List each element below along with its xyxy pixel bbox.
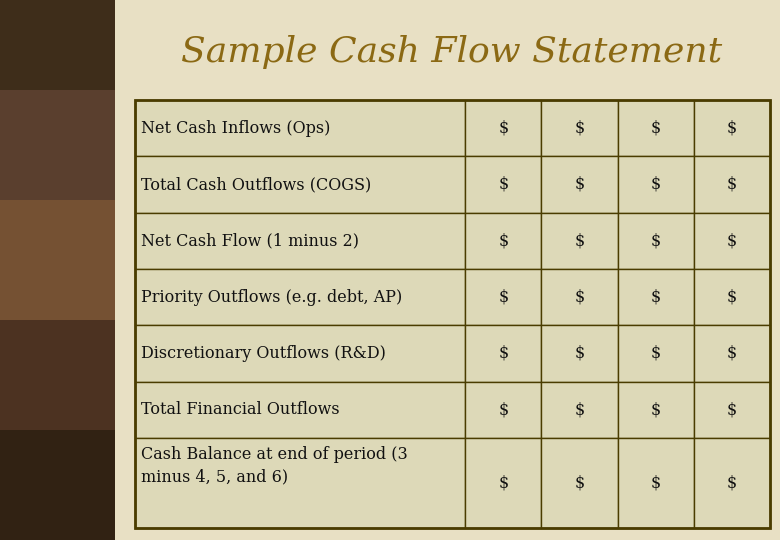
Bar — [0, 430, 115, 540]
Text: $: $ — [727, 176, 737, 193]
Bar — [693, 156, 770, 213]
Text: $: $ — [574, 176, 585, 193]
Text: $: $ — [498, 345, 509, 362]
Bar — [135, 213, 465, 269]
Text: $: $ — [574, 232, 585, 249]
Bar — [618, 269, 693, 325]
Bar — [618, 213, 693, 269]
Text: $: $ — [651, 401, 661, 418]
Text: $: $ — [498, 176, 509, 193]
Bar — [0, 0, 115, 540]
Text: $: $ — [498, 288, 509, 306]
Bar — [0, 200, 115, 320]
Text: $: $ — [651, 475, 661, 491]
Bar — [693, 382, 770, 438]
Bar — [135, 100, 465, 156]
Text: $: $ — [498, 232, 509, 249]
Bar — [618, 156, 693, 213]
Bar — [0, 320, 115, 430]
Bar — [693, 438, 770, 528]
Bar — [135, 325, 465, 382]
Bar — [135, 269, 465, 325]
Text: $: $ — [498, 475, 509, 491]
Bar — [135, 438, 465, 528]
Text: $: $ — [498, 120, 509, 137]
Bar — [541, 325, 618, 382]
Text: $: $ — [498, 401, 509, 418]
Text: Total Cash Outflows (COGS): Total Cash Outflows (COGS) — [141, 176, 371, 193]
Bar — [0, 0, 115, 90]
Bar — [135, 156, 465, 213]
Text: Discretionary Outflows (R&D): Discretionary Outflows (R&D) — [141, 345, 386, 362]
Text: Net Cash Inflows (Ops): Net Cash Inflows (Ops) — [141, 120, 331, 137]
Text: $: $ — [727, 401, 737, 418]
Bar — [465, 325, 541, 382]
Text: $: $ — [727, 120, 737, 137]
Text: Priority Outflows (e.g. debt, AP): Priority Outflows (e.g. debt, AP) — [141, 288, 402, 306]
Text: $: $ — [651, 120, 661, 137]
Bar — [541, 156, 618, 213]
Bar — [693, 269, 770, 325]
Text: $: $ — [727, 232, 737, 249]
Text: $: $ — [574, 401, 585, 418]
Text: Sample Cash Flow Statement: Sample Cash Flow Statement — [181, 35, 722, 69]
Text: $: $ — [574, 120, 585, 137]
Bar — [618, 325, 693, 382]
Bar — [465, 213, 541, 269]
Text: $: $ — [727, 288, 737, 306]
Bar — [541, 382, 618, 438]
Bar — [618, 382, 693, 438]
Text: $: $ — [651, 232, 661, 249]
Bar — [541, 269, 618, 325]
Bar — [0, 90, 115, 200]
Text: $: $ — [651, 288, 661, 306]
Text: Total Financial Outflows: Total Financial Outflows — [141, 401, 339, 418]
Text: $: $ — [651, 176, 661, 193]
Bar — [115, 0, 123, 540]
Bar — [465, 269, 541, 325]
Bar — [541, 213, 618, 269]
Text: Net Cash Flow (1 minus 2): Net Cash Flow (1 minus 2) — [141, 232, 359, 249]
Bar — [541, 438, 618, 528]
Bar — [465, 438, 541, 528]
Text: $: $ — [574, 475, 585, 491]
Bar — [135, 382, 465, 438]
Bar — [693, 100, 770, 156]
Bar — [541, 100, 618, 156]
Text: $: $ — [727, 345, 737, 362]
Bar — [693, 213, 770, 269]
Text: Cash Balance at end of period (3
minus 4, 5, and 6): Cash Balance at end of period (3 minus 4… — [141, 446, 408, 485]
Bar — [465, 382, 541, 438]
Bar — [465, 100, 541, 156]
Bar — [693, 325, 770, 382]
Text: $: $ — [727, 475, 737, 491]
Bar — [135, 100, 770, 528]
Bar — [465, 156, 541, 213]
Bar — [618, 100, 693, 156]
Bar — [618, 438, 693, 528]
Text: $: $ — [651, 345, 661, 362]
Text: $: $ — [574, 288, 585, 306]
Text: $: $ — [574, 345, 585, 362]
